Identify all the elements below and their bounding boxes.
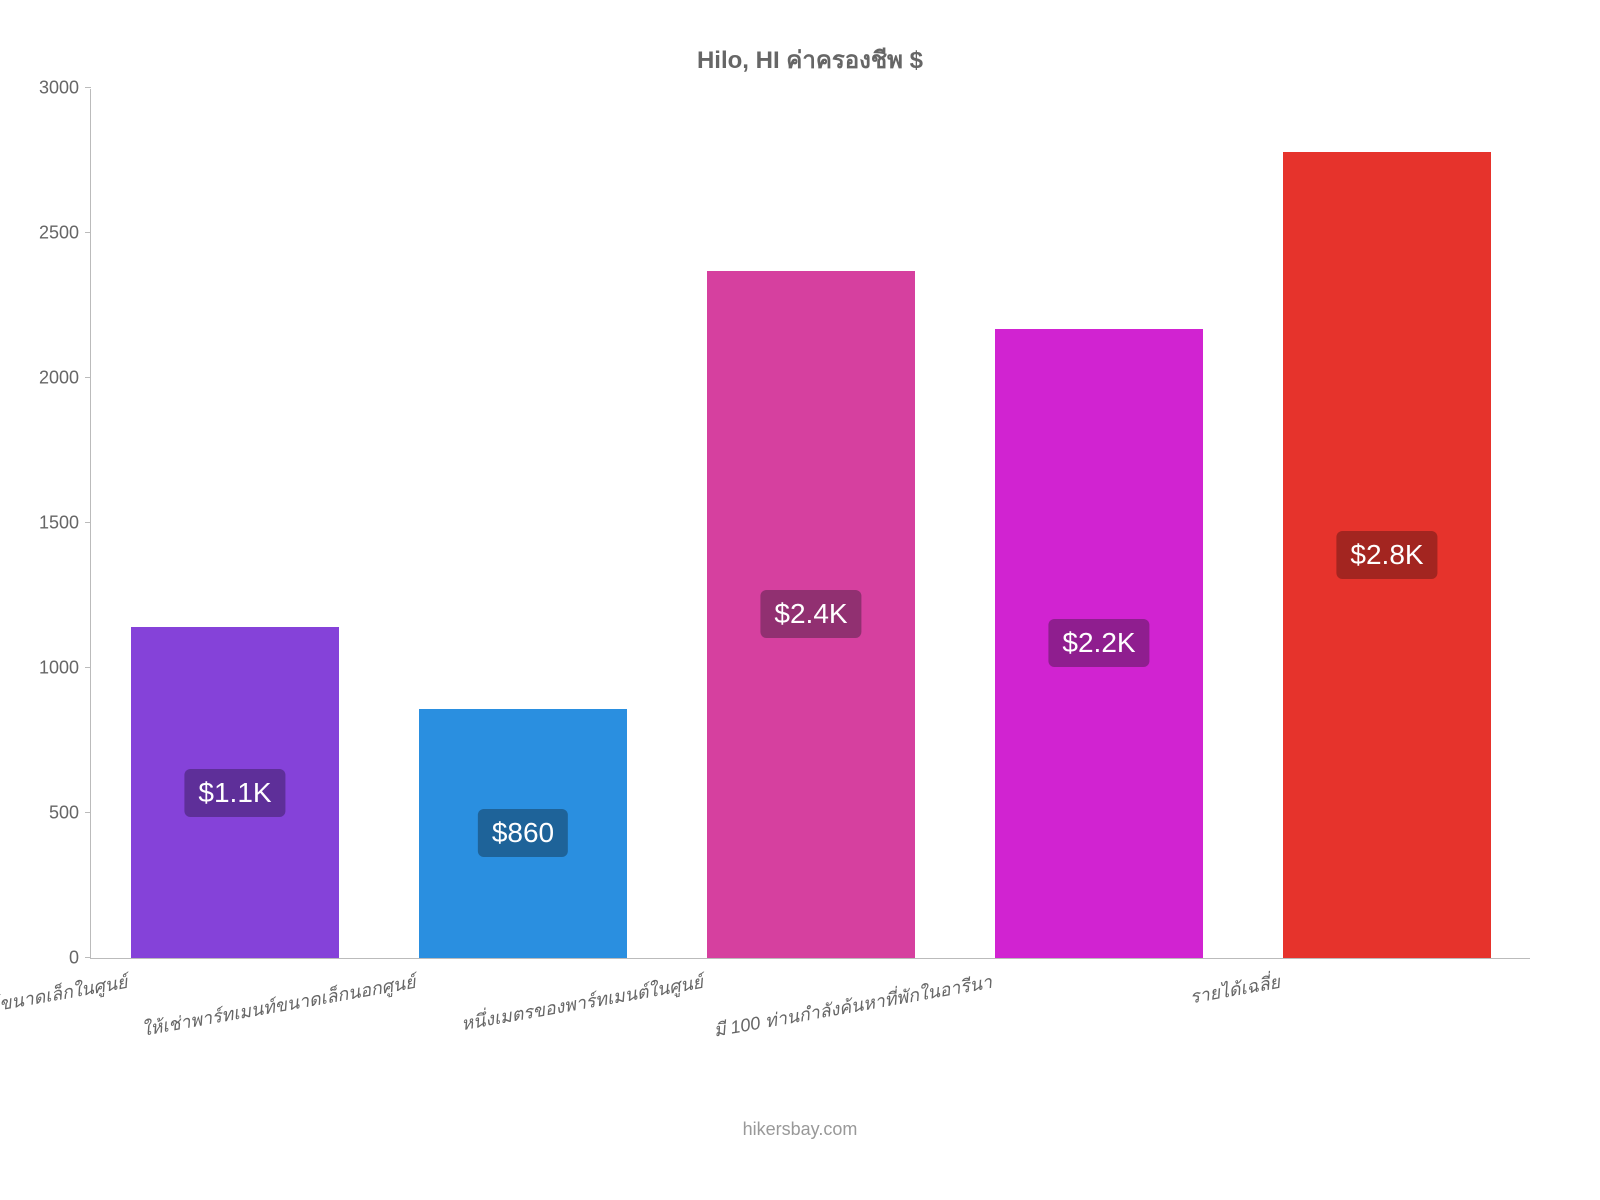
y-tick-label: 500 — [49, 803, 91, 824]
bar-value-label: $2.8K — [1336, 531, 1437, 579]
y-tick-mark — [85, 812, 91, 813]
y-tick-mark — [85, 522, 91, 523]
chart-title: Hilo, HI ค่าครองชีพ $ — [90, 40, 1530, 79]
x-category-label: รายได้เฉลี่ย — [1187, 967, 1282, 1011]
plot-area: 050010001500200025003000$1.1Kให้เช่าพาร์… — [90, 89, 1530, 959]
y-tick-mark — [85, 667, 91, 668]
y-tick-label: 0 — [69, 948, 91, 969]
y-tick-label: 1500 — [39, 513, 91, 534]
bar: $2.4K — [707, 271, 914, 958]
cost-of-living-chart: Hilo, HI ค่าครองชีพ $ 050010001500200025… — [90, 40, 1530, 960]
x-category-label: มี 100 ท่านกำลังค้นหาที่พักในอารีนา — [711, 967, 994, 1045]
y-tick-label: 2000 — [39, 368, 91, 389]
y-tick-mark — [85, 87, 91, 88]
bar-value-label: $860 — [478, 809, 568, 857]
y-tick-mark — [85, 232, 91, 233]
bar-value-label: $2.4K — [760, 590, 861, 638]
attribution-text: hikersbay.com — [743, 1119, 858, 1140]
y-tick-label: 3000 — [39, 78, 91, 99]
bar-value-label: $2.2K — [1048, 619, 1149, 667]
bar: $1.1K — [131, 627, 338, 958]
x-category-label: ให้เช่าพาร์ทเมนท์ขนาดเล็กนอกศูนย์ — [139, 967, 417, 1044]
y-tick-mark — [85, 957, 91, 958]
bar: $2.8K — [1283, 152, 1490, 958]
x-category-label: หนึ่งเมตรของพาร์ทเมนต์ในศูนย์ — [459, 967, 705, 1038]
y-tick-mark — [85, 377, 91, 378]
bar: $860 — [419, 709, 626, 958]
bar: $2.2K — [995, 329, 1202, 958]
y-tick-label: 1000 — [39, 658, 91, 679]
bar-value-label: $1.1K — [184, 769, 285, 817]
x-category-label: ให้เช่าพาร์ทเมนต์ขนาดเล็กในศูนย์ — [0, 967, 130, 1041]
y-tick-label: 2500 — [39, 223, 91, 244]
